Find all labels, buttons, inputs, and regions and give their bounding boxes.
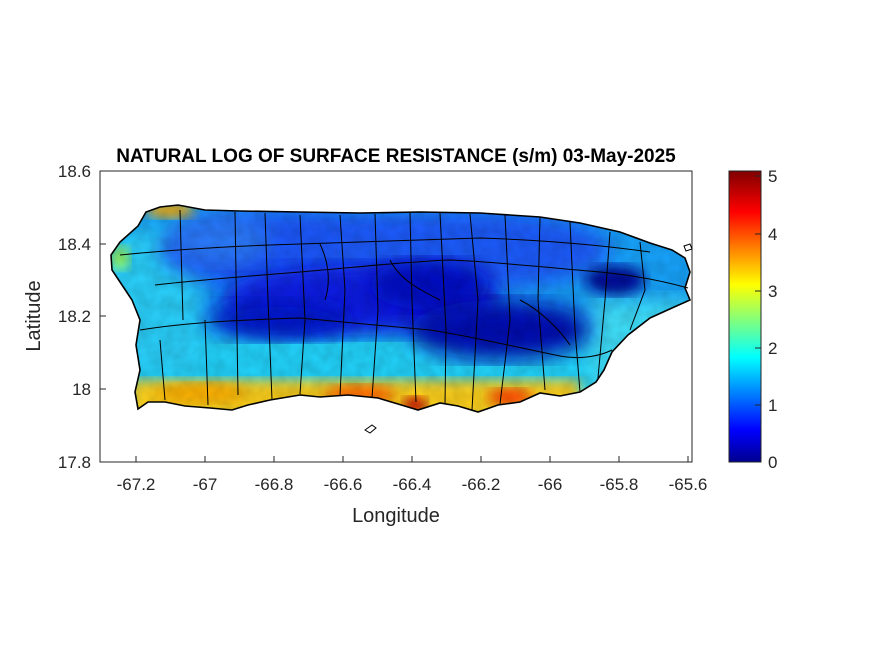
colorbar-tick-label: 4 (768, 225, 777, 244)
x-tick-label: -66.8 (255, 475, 294, 494)
x-tick-label: -66 (538, 475, 563, 494)
x-tick-label: -67.2 (117, 475, 156, 494)
colorbar: 5 4 3 2 1 0 (728, 167, 777, 472)
x-tick-label: -67 (193, 475, 218, 494)
y-tick-label: 18.6 (58, 162, 91, 181)
colorbar-tick-label: 5 (768, 167, 777, 186)
colorbar-tick-label: 3 (768, 282, 777, 301)
x-tick-label: -66.4 (393, 475, 432, 494)
y-tick-label: 18 (72, 380, 91, 399)
x-tick-label: -65.8 (600, 475, 639, 494)
colorbar-tick-label: 2 (768, 339, 777, 358)
x-axis-label: Longitude (352, 505, 440, 527)
x-tick-label: -65.6 (669, 475, 708, 494)
small-island-caja-de-muertos (364, 424, 377, 434)
tick-marks (100, 170, 689, 463)
y-tick-labels: 18.6 18.4 18.2 18 17.8 (58, 162, 91, 472)
map-title: NATURAL LOG OF SURFACE RESISTANCE (s/m) … (116, 146, 676, 167)
colorbar-gradient (728, 170, 762, 463)
small-cay (683, 243, 693, 252)
y-tick-label: 18.4 (58, 235, 91, 254)
x-tick-label: -66.6 (324, 475, 363, 494)
municipality-boundaries (119, 209, 689, 411)
colorbar-tick-label: 1 (768, 396, 777, 415)
x-tick-labels: -67.2 -67 -66.8 -66.6 -66.4 -66.2 -66 -6… (117, 475, 708, 494)
colorbar-tick-label: 0 (768, 453, 777, 472)
y-tick-label: 18.2 (58, 307, 91, 326)
y-tick-label: 17.8 (58, 453, 91, 472)
y-axis-label: Latitude (23, 280, 45, 351)
x-tick-label: -66.2 (462, 475, 501, 494)
